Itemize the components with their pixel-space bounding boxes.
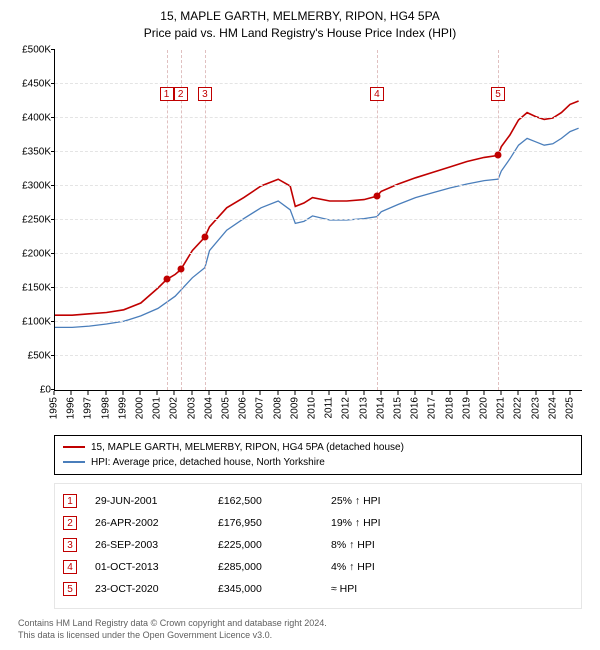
transaction-number: 2 (63, 516, 77, 530)
y-tick-label: £500K (22, 44, 51, 55)
x-tick: 2009 (289, 391, 300, 419)
x-tick: 1995 (49, 391, 60, 419)
transaction-price: £345,000 (218, 583, 313, 595)
y-tick-label: £450K (22, 78, 51, 89)
transaction-row: 2 26-APR-2002 £176,950 19% ↑ HPI (63, 512, 573, 534)
y-tick-label: £100K (22, 316, 51, 327)
transaction-point (373, 192, 380, 199)
x-tick: 2005 (220, 391, 231, 419)
footer: Contains HM Land Registry data © Crown c… (18, 617, 582, 641)
transaction-point (177, 266, 184, 273)
x-tick: 2008 (272, 391, 283, 419)
chart-title-line2: Price paid vs. HM Land Registry's House … (8, 25, 592, 42)
x-tick: 2000 (134, 391, 145, 419)
transaction-hpi: 25% ↑ HPI (331, 495, 573, 507)
transaction-row: 1 29-JUN-2001 £162,500 25% ↑ HPI (63, 490, 573, 512)
legend-label-property: 15, MAPLE GARTH, MELMERBY, RIPON, HG4 5P… (91, 440, 404, 455)
x-tick: 2017 (427, 391, 438, 419)
transaction-marker: 4 (370, 87, 384, 101)
legend-swatch-hpi (63, 461, 85, 463)
transaction-price: £176,950 (218, 517, 313, 529)
footer-line2: This data is licensed under the Open Gov… (18, 629, 582, 641)
transaction-hpi: 8% ↑ HPI (331, 539, 573, 551)
x-tick: 2012 (341, 391, 352, 419)
x-tick: 2025 (564, 391, 575, 419)
chart-title-line1: 15, MAPLE GARTH, MELMERBY, RIPON, HG4 5P… (8, 8, 592, 25)
y-tick-label: £350K (22, 146, 51, 157)
transaction-marker: 2 (174, 87, 188, 101)
x-tick: 2024 (547, 391, 558, 419)
legend-label-hpi: HPI: Average price, detached house, Nort… (91, 455, 325, 470)
x-tick: 2021 (496, 391, 507, 419)
chart-container: 15, MAPLE GARTH, MELMERBY, RIPON, HG4 5P… (0, 0, 600, 645)
transaction-point (201, 233, 208, 240)
transaction-row: 3 26-SEP-2003 £225,000 8% ↑ HPI (63, 534, 573, 556)
transaction-hpi: 4% ↑ HPI (331, 561, 573, 573)
transaction-price: £285,000 (218, 561, 313, 573)
y-tick-label: £50K (28, 350, 51, 361)
transaction-point (495, 152, 502, 159)
x-tick: 1999 (117, 391, 128, 419)
x-tick: 2001 (152, 391, 163, 419)
transaction-marker: 1 (160, 87, 174, 101)
transaction-date: 26-SEP-2003 (95, 539, 200, 551)
x-axis: 1995199619971998199920002001200220032004… (54, 391, 582, 429)
plot-area: £0£50K£100K£150K£200K£250K£300K£350K£400… (54, 50, 582, 391)
transaction-date: 26-APR-2002 (95, 517, 200, 529)
x-tick: 2020 (478, 391, 489, 419)
x-tick: 1997 (83, 391, 94, 419)
x-tick: 2022 (513, 391, 524, 419)
x-tick: 1996 (66, 391, 77, 419)
x-tick: 2006 (238, 391, 249, 419)
x-tick: 2014 (375, 391, 386, 419)
transaction-price: £225,000 (218, 539, 313, 551)
legend: 15, MAPLE GARTH, MELMERBY, RIPON, HG4 5P… (54, 435, 582, 475)
y-tick-label: £400K (22, 112, 51, 123)
x-tick: 2023 (530, 391, 541, 419)
x-tick: 2003 (186, 391, 197, 419)
transaction-number: 5 (63, 582, 77, 596)
x-tick: 2013 (358, 391, 369, 419)
transaction-point (163, 276, 170, 283)
transactions-table: 1 29-JUN-2001 £162,500 25% ↑ HPI 2 26-APR-200… (54, 483, 582, 609)
legend-item-property: 15, MAPLE GARTH, MELMERBY, RIPON, HG4 5P… (63, 440, 573, 455)
x-tick: 2018 (444, 391, 455, 419)
x-tick: 1998 (100, 391, 111, 419)
transaction-number: 3 (63, 538, 77, 552)
transaction-price: £162,500 (218, 495, 313, 507)
x-tick: 2002 (169, 391, 180, 419)
x-tick: 2016 (410, 391, 421, 419)
transaction-date: 01-OCT-2013 (95, 561, 200, 573)
x-tick: 2010 (306, 391, 317, 419)
transaction-hpi: 19% ↑ HPI (331, 517, 573, 529)
x-tick: 2011 (324, 391, 335, 419)
series-property (55, 101, 579, 315)
legend-swatch-property (63, 446, 85, 448)
transaction-marker: 5 (491, 87, 505, 101)
transaction-row: 4 01-OCT-2013 £285,000 4% ↑ HPI (63, 556, 573, 578)
transaction-date: 23-OCT-2020 (95, 583, 200, 595)
transaction-number: 1 (63, 494, 77, 508)
legend-item-hpi: HPI: Average price, detached house, Nort… (63, 455, 573, 470)
transaction-date: 29-JUN-2001 (95, 495, 200, 507)
transaction-row: 5 23-OCT-2020 £345,000 ≈ HPI (63, 578, 573, 600)
y-tick-label: £200K (22, 248, 51, 259)
y-tick-label: £300K (22, 180, 51, 191)
y-tick-label: £250K (22, 214, 51, 225)
x-tick: 2015 (392, 391, 403, 419)
transaction-marker: 3 (198, 87, 212, 101)
x-tick: 2007 (255, 391, 266, 419)
y-tick-label: £150K (22, 282, 51, 293)
transaction-number: 4 (63, 560, 77, 574)
x-tick: 2004 (203, 391, 214, 419)
footer-line1: Contains HM Land Registry data © Crown c… (18, 617, 582, 629)
x-tick: 2019 (461, 391, 472, 419)
transaction-hpi: ≈ HPI (331, 583, 573, 595)
